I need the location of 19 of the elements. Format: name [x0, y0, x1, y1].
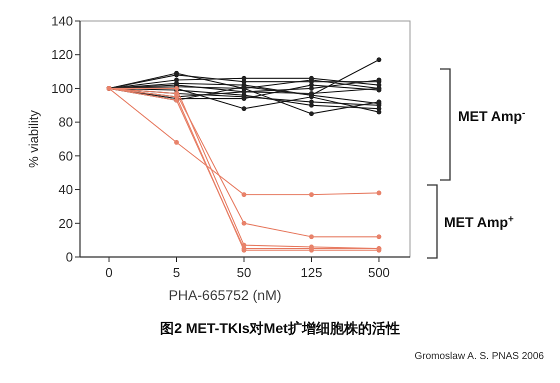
y-tick-label: 0 — [66, 250, 73, 264]
x-tick-label: 0 — [105, 265, 113, 280]
x-tick-label: 50 — [236, 265, 252, 280]
x-tick-label: 500 — [368, 265, 390, 280]
y-tick-label: 80 — [58, 114, 73, 130]
text: MET Amp$^{+}$ — [444, 214, 514, 230]
x-axis-title: PHA-665752 (nM) — [168, 287, 282, 303]
x-tick-label: 5 — [172, 265, 180, 280]
caption: 图2 MET-TKIs对Met扩增细胞株的活性 — [160, 320, 400, 336]
y-tick-label: 140 — [51, 14, 73, 28]
y-tick-label: 120 — [51, 47, 73, 62]
y-tick-label: 60 — [58, 148, 73, 164]
x-tick-label: 125 — [300, 265, 322, 280]
y-tick-label: 20 — [58, 216, 73, 231]
y-axis-title: % viability — [26, 110, 41, 168]
y-tick-label: 100 — [51, 80, 73, 96]
text: Gromoslaw A. S. PNAS 2006 — [414, 351, 544, 362]
text: MET Amp$^{-}$ — [458, 108, 526, 124]
y-tick-label: 40 — [58, 182, 73, 198]
